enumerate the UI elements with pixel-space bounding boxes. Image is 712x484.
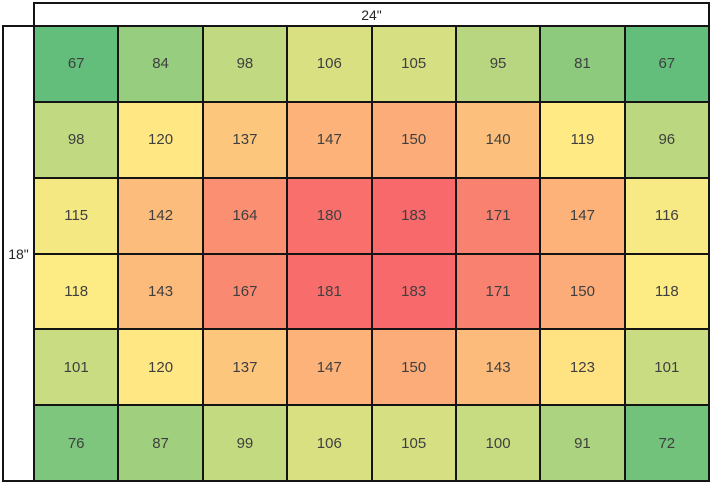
heatmap-cell: 171 (456, 178, 540, 253)
heatmap-cell: 183 (372, 254, 455, 329)
heatmap-cell: 137 (203, 330, 287, 405)
heatmap-cell: 143 (456, 330, 540, 405)
height-dimension-label: 18" (8, 245, 29, 262)
heatmap-cell: 105 (372, 406, 455, 480)
heatmap-cell: 142 (119, 178, 202, 253)
heatmap-cell: 81 (541, 27, 624, 101)
heatmap-cell: 167 (203, 254, 287, 329)
heatmap-cell: 181 (288, 254, 371, 329)
heatmap-cell: 147 (541, 178, 624, 253)
heatmap-cell: 76 (35, 406, 118, 480)
heatmap-cell: 137 (203, 102, 287, 177)
heatmap-cell: 118 (35, 254, 118, 329)
heatmap-cell: 150 (372, 102, 455, 177)
heatmap-cell: 183 (372, 178, 455, 253)
width-dimension-box: 24" (33, 2, 710, 27)
heatmap-cell: 180 (288, 178, 371, 253)
heatmap-cell: 147 (288, 102, 371, 177)
heatmap-cell: 123 (541, 330, 624, 405)
heatmap-cell: 106 (288, 406, 371, 480)
heatmap-cell: 98 (35, 102, 118, 177)
heatmap-cell: 84 (119, 27, 202, 101)
heatmap-grid: 67 84 98 106 105 95 81 67 98 120 137 147 150 140 119 96… (33, 25, 710, 482)
heatmap-cell: 143 (119, 254, 202, 329)
heatmap-cell: 87 (119, 406, 202, 480)
heatmap-cell: 99 (203, 406, 287, 480)
heatmap-cell: 150 (372, 330, 455, 405)
heatmap-cell: 72 (625, 406, 708, 480)
heatmap-cell: 150 (541, 254, 624, 329)
heatmap-cell: 98 (203, 27, 287, 101)
heatmap-cell: 95 (456, 27, 540, 101)
heatmap-cell: 67 (625, 27, 708, 101)
heatmap-cell: 106 (288, 27, 371, 101)
heatmap-cell: 105 (372, 27, 455, 101)
height-dimension-box: 18" (2, 25, 35, 482)
heatmap-cell: 140 (456, 102, 540, 177)
heatmap-cell: 118 (625, 254, 708, 329)
heatmap-cell: 147 (288, 330, 371, 405)
heatmap-cell: 67 (35, 27, 118, 101)
heatmap-cell: 115 (35, 178, 118, 253)
heatmap-cell: 96 (625, 102, 708, 177)
width-dimension-label: 24" (361, 6, 382, 23)
heatmap-cell: 120 (119, 330, 202, 405)
heatmap-cell: 164 (203, 178, 287, 253)
heatmap-cell: 101 (35, 330, 118, 405)
heatmap-cell: 100 (456, 406, 540, 480)
heatmap-cell: 91 (541, 406, 624, 480)
heatmap-cell: 116 (625, 178, 708, 253)
heatmap-cell: 119 (541, 102, 624, 177)
heatmap-cell: 120 (119, 102, 202, 177)
heatmap-cell: 171 (456, 254, 540, 329)
heatmap-cell: 101 (625, 330, 708, 405)
